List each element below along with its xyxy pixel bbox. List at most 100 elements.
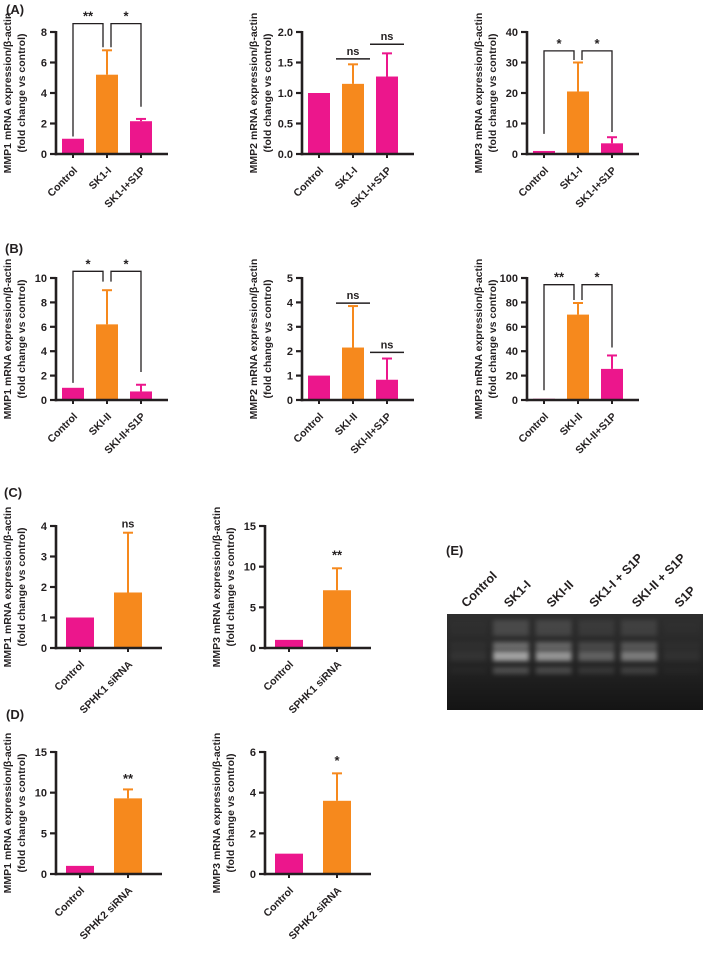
bar — [376, 76, 398, 154]
panel-label-c: (C) — [4, 485, 23, 500]
bar — [96, 324, 118, 400]
gel-band — [664, 620, 700, 636]
significance-label: * — [594, 36, 600, 51]
y-tick-label: 3 — [41, 552, 47, 564]
bar — [308, 375, 330, 400]
y-axis-label: MMP1 mRNA expression/β-actin — [2, 259, 14, 420]
x-category-label: SK1-I — [558, 165, 586, 193]
y-axis-label: MMP3 mRNA expression/β-actin — [211, 733, 223, 894]
gel-band — [621, 620, 657, 636]
y-axis-label: (fold change vs control) — [487, 279, 499, 398]
chart-mmp3-sphk2: 0 2 4 6 Control SPHK2 siRNA MMP3 mRNA expressi… — [209, 706, 444, 946]
bar — [130, 391, 152, 400]
gel-band — [664, 642, 700, 650]
y-tick-label: 2 — [250, 828, 256, 840]
y-tick-label: 10 — [35, 273, 47, 285]
chart-mmp3-sk1i: 0 10 20 30 40 Control SK1-I SK1-I+S1P MMP3 mRNA … — [471, 0, 706, 226]
gel-band — [535, 620, 572, 636]
y-tick-label: 0 — [41, 395, 47, 407]
bar — [567, 91, 589, 154]
gel-band — [535, 651, 572, 661]
gel-band — [578, 620, 615, 636]
y-tick-label: 5 — [250, 602, 256, 614]
y-tick-label: 40 — [506, 27, 518, 39]
y-axis-label: MMP1 mRNA expression/β-actin — [2, 13, 14, 174]
y-tick-label: 1 — [287, 371, 293, 383]
y-tick-label: 3 — [287, 322, 293, 334]
bar — [96, 74, 118, 154]
gel-band — [493, 620, 529, 636]
y-tick-label: 0 — [41, 643, 47, 655]
significance-label: ns — [381, 339, 394, 351]
x-category-label: Control — [45, 165, 80, 200]
gel-band — [621, 651, 657, 661]
gel-band — [450, 642, 487, 650]
chart-mmp1-skii: 0 2 4 6 8 10 Control SKI-II SKI-II+S1P MMP1 mRNA … — [0, 232, 235, 472]
y-tick-label: 6 — [250, 747, 256, 759]
y-tick-label: 0.5 — [278, 119, 293, 131]
chart-mmp3-sphk1: 0 5 10 15 Control SPHK1 siRNA MMP3 mRNA expres… — [209, 480, 444, 720]
chart-mmp1-sphk1: 0 1 2 3 4 Control SPHK1 siRNA MMP1 mRNA express… — [0, 480, 235, 720]
y-tick-label: 15 — [35, 747, 47, 759]
y-axis-label: MMP1 mRNA expression/β-actin — [2, 507, 14, 668]
y-tick-label: 40 — [506, 346, 518, 358]
gel-band — [621, 642, 657, 650]
x-category-label: Control — [52, 885, 87, 920]
bar — [66, 617, 94, 648]
chart-mmp1-sphk2: 0 5 10 15 Control SPHK2 siRNA MMP1 mRNA expres… — [0, 706, 235, 946]
bar — [323, 590, 351, 648]
y-tick-label: 0 — [41, 149, 47, 161]
y-tick-label: 0 — [287, 395, 293, 407]
significance-label: * — [556, 36, 562, 51]
significance-bracket — [543, 284, 575, 391]
bar — [114, 798, 142, 874]
significance-bracket — [110, 22, 142, 107]
y-tick-label: 20 — [506, 88, 518, 100]
bar — [342, 347, 364, 400]
gel-image — [447, 614, 703, 710]
bar — [308, 93, 330, 154]
bar — [114, 592, 142, 648]
significance-label: ns — [381, 31, 394, 43]
significance-label: ** — [123, 771, 134, 786]
y-tick-label: 0 — [250, 643, 256, 655]
panel-label-d: (D) — [6, 707, 25, 722]
y-axis-label: (fold change vs control) — [225, 753, 237, 872]
gel-band — [493, 667, 529, 674]
y-tick-label: 5 — [287, 273, 293, 285]
bar — [62, 387, 84, 400]
y-tick-label: 4 — [41, 88, 48, 100]
panel-label-e: (E) — [446, 543, 464, 558]
y-tick-label: 2 — [41, 582, 47, 594]
y-tick-label: 4 — [250, 788, 257, 800]
x-category-label: Control — [291, 411, 326, 446]
y-tick-label: 0.0 — [278, 149, 293, 161]
gel-lane-label: Control — [459, 569, 500, 610]
y-tick-label: 4 — [41, 521, 48, 533]
y-axis-label: (fold change vs control) — [16, 527, 28, 646]
y-axis-label: (fold change vs control) — [262, 279, 274, 398]
bar — [376, 379, 398, 400]
x-category-label: Control — [291, 165, 326, 200]
x-category-label: Control — [45, 411, 80, 446]
gel-band — [493, 642, 529, 650]
significance-bracket — [72, 22, 104, 137]
y-tick-label: 1.0 — [278, 88, 293, 100]
y-tick-label: 1.5 — [278, 58, 293, 70]
y-axis-label: MMP1 mRNA expression/β-actin — [2, 733, 14, 894]
x-category-label: Control — [516, 411, 551, 446]
y-tick-label: 2 — [41, 371, 47, 383]
bar — [323, 800, 351, 874]
significance-bracket — [581, 284, 613, 348]
y-tick-label: 0 — [512, 149, 518, 161]
gel-band — [450, 620, 486, 636]
significance-label: * — [123, 256, 129, 271]
y-tick-label: 4 — [287, 297, 294, 309]
gel-band — [663, 651, 700, 661]
